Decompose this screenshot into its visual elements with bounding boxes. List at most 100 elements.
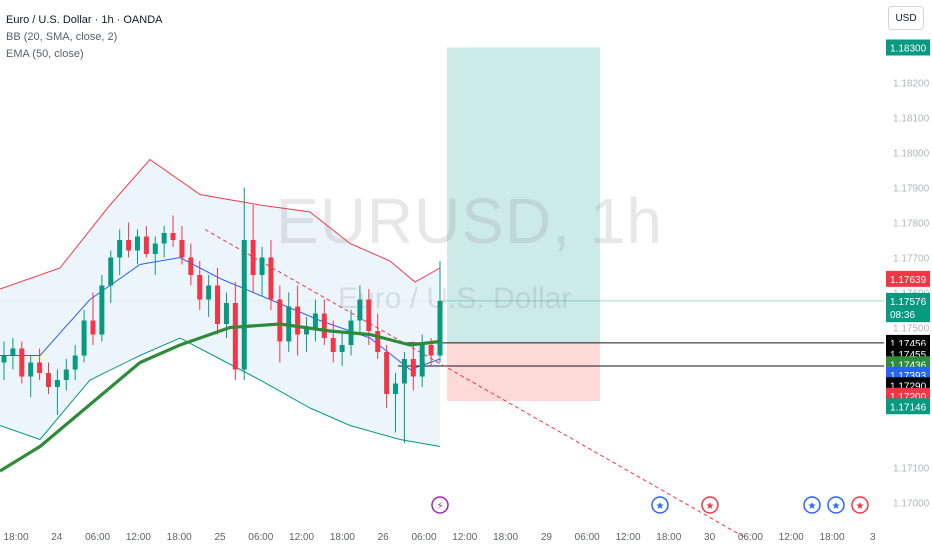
bb-legend[interactable]: BB (20, SMA, close, 2) <box>6 31 118 43</box>
lightning-event-icon[interactable] <box>431 496 449 514</box>
candle-body[interactable] <box>330 338 336 352</box>
candle-body[interactable] <box>259 257 265 276</box>
candle-body[interactable] <box>295 306 301 335</box>
candle-body[interactable] <box>134 236 140 251</box>
us-flag-icon-glyph: ★ <box>706 501 715 512</box>
price-label-text: 08:36 <box>890 310 915 321</box>
candle-body[interactable] <box>197 275 203 300</box>
candle-body[interactable] <box>90 320 96 335</box>
symbol-legend[interactable]: Euro / U.S. Dollar · 1h · OANDA <box>6 14 163 26</box>
candle-body[interactable] <box>428 345 434 356</box>
bb-lower-line <box>0 337 441 447</box>
ema-legend[interactable]: EMA (50, close) <box>6 48 84 60</box>
bb-basis-line <box>0 256 441 371</box>
candle-body[interactable] <box>384 352 390 394</box>
eu-flag-icon[interactable] <box>651 496 669 514</box>
loss-zone[interactable] <box>447 342 600 401</box>
price-label-text: 1.17456 <box>890 339 927 350</box>
price-label[interactable] <box>886 39 930 56</box>
eu-flag-icon[interactable] <box>803 496 821 514</box>
candle-body[interactable] <box>277 299 283 342</box>
x-tick-label: 06:00 <box>738 532 763 543</box>
price-label[interactable] <box>886 306 930 323</box>
candle-body[interactable] <box>170 233 176 240</box>
candle-body[interactable] <box>99 285 105 335</box>
lightning-event-icon-glyph: ⚡ <box>436 501 443 512</box>
bb-upper-line <box>0 158 441 290</box>
candle-body[interactable] <box>117 240 123 258</box>
candle-body[interactable] <box>419 345 425 377</box>
price-label-text: 1.17576 <box>890 297 927 308</box>
eu-flag-icon[interactable] <box>827 496 845 514</box>
us-flag-icon[interactable] <box>851 496 869 514</box>
x-tick-label: 26 <box>378 532 390 543</box>
price-label-text: 1.17146 <box>890 402 927 413</box>
y-tick-label: 1.18100 <box>893 114 930 125</box>
price-label[interactable] <box>886 292 930 309</box>
eu-flag-icon-glyph: ★ <box>656 501 665 512</box>
y-tick-label: 1.17900 <box>893 184 930 195</box>
candle-body[interactable] <box>206 285 212 300</box>
candle-body[interactable] <box>223 303 229 324</box>
candle-body[interactable] <box>241 240 247 370</box>
candle-body[interactable] <box>268 257 274 300</box>
price-label[interactable] <box>886 270 930 287</box>
y-tick-label: 1.17800 <box>893 219 930 230</box>
currency-button[interactable]: USD <box>888 6 924 30</box>
profit-zone[interactable] <box>447 47 600 343</box>
candle-body[interactable] <box>357 299 363 321</box>
y-tick-label: 1.17500 <box>893 324 930 335</box>
price-label[interactable] <box>886 398 930 415</box>
candle-body[interactable] <box>339 345 345 352</box>
candle-body[interactable] <box>312 313 318 328</box>
candle-body[interactable] <box>232 303 238 370</box>
candle-body[interactable] <box>401 359 407 384</box>
candle-body[interactable] <box>63 369 69 381</box>
description-watermark: Euro / U.S. Dollar <box>338 282 572 315</box>
candle-body[interactable] <box>250 240 256 275</box>
candle-body[interactable] <box>19 348 25 377</box>
candle-body[interactable] <box>410 359 416 377</box>
candle-body[interactable] <box>72 355 78 370</box>
x-tick-label: 18:00 <box>330 532 355 543</box>
trend-line[interactable] <box>204 229 746 538</box>
candle-body[interactable] <box>108 257 114 286</box>
candle-body[interactable] <box>152 243 158 255</box>
us-flag-icon-glyph: ★ <box>856 501 865 512</box>
x-tick-label: 18:00 <box>3 532 28 543</box>
x-tick-label: 30 <box>704 532 716 543</box>
candle-body[interactable] <box>366 299 372 332</box>
eu-flag-icon-glyph: ★ <box>808 501 817 512</box>
candle-body[interactable] <box>54 380 60 387</box>
y-tick-label: 1.18000 <box>893 149 930 160</box>
candle-body[interactable] <box>126 240 132 251</box>
x-tick-label: 18:00 <box>656 532 681 543</box>
x-tick-label: 12:00 <box>615 532 640 543</box>
candle-body[interactable] <box>179 240 185 258</box>
candle-body[interactable] <box>161 233 167 244</box>
candle-body[interactable] <box>81 320 87 356</box>
candle-body[interactable] <box>375 331 381 352</box>
candle-body[interactable] <box>188 257 194 276</box>
x-tick-label: 24 <box>51 532 63 543</box>
candle-body[interactable] <box>45 373 51 387</box>
x-tick-label: 3 <box>870 532 876 543</box>
candle-body[interactable] <box>215 285 221 325</box>
candle-body[interactable] <box>143 236 149 255</box>
price-label-text: 1.17455 <box>890 350 927 361</box>
price-label-text: 1.17393 <box>890 371 927 382</box>
candle-body[interactable] <box>1 355 7 363</box>
candle-body[interactable] <box>37 362 43 374</box>
x-tick-label: 18:00 <box>167 532 192 543</box>
candle-body[interactable] <box>304 327 310 335</box>
candle-body[interactable] <box>10 348 16 356</box>
x-tick-label: 18:00 <box>493 532 518 543</box>
candle-body[interactable] <box>437 300 443 356</box>
us-flag-icon[interactable] <box>701 496 719 514</box>
candle-body[interactable] <box>393 383 399 395</box>
candle-body[interactable] <box>28 362 34 377</box>
y-tick-label: 1.17000 <box>893 499 930 510</box>
y-tick-label: 1.17100 <box>893 464 930 475</box>
candle-body[interactable] <box>321 313 327 339</box>
